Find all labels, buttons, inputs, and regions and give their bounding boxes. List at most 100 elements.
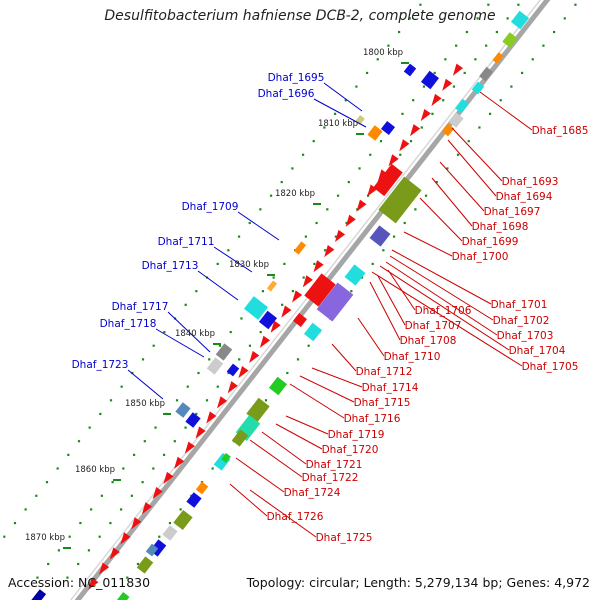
leader-line bbox=[451, 127, 503, 182]
leader-line bbox=[419, 197, 463, 242]
gc-dot bbox=[195, 412, 198, 416]
gene-arrow bbox=[131, 517, 142, 530]
gene-feature bbox=[173, 510, 193, 530]
gene-label-forward: Dhaf_1718 bbox=[100, 318, 157, 330]
gene-feature bbox=[502, 32, 518, 48]
gene-feature bbox=[292, 312, 308, 328]
gene-arrow bbox=[195, 426, 206, 439]
gc-dot bbox=[237, 235, 241, 238]
gc-dot bbox=[229, 331, 232, 334]
gc-dot bbox=[307, 344, 310, 347]
gene-arrow bbox=[249, 350, 260, 363]
gc-dot bbox=[120, 385, 123, 388]
gc-dot bbox=[531, 58, 534, 61]
gc-dot bbox=[552, 30, 556, 34]
leader-line bbox=[237, 211, 280, 241]
gc-dot bbox=[259, 331, 262, 334]
leader-line bbox=[447, 139, 497, 197]
gene-feature bbox=[479, 66, 493, 82]
gc-dot bbox=[227, 249, 230, 252]
gene-feature bbox=[206, 357, 224, 375]
gc-dot bbox=[291, 167, 294, 170]
gc-dot bbox=[163, 331, 166, 334]
gc-dot bbox=[136, 562, 140, 566]
gene-arrow bbox=[281, 305, 292, 318]
leader-line bbox=[289, 383, 345, 419]
gene-label-reverse: Dhaf_1701 bbox=[491, 299, 548, 311]
gene-label-reverse: Dhaf_1685 bbox=[532, 125, 589, 137]
gc-dot bbox=[158, 535, 161, 538]
gc-dot bbox=[56, 467, 59, 470]
leader-line bbox=[285, 415, 329, 435]
leader-line bbox=[299, 375, 355, 403]
gene-arrow bbox=[313, 260, 324, 273]
gc-dot bbox=[403, 221, 406, 225]
gene-label-reverse: Dhaf_1712 bbox=[356, 366, 413, 378]
leader-line bbox=[261, 431, 307, 465]
gene-arrow bbox=[216, 396, 228, 409]
gc-dot bbox=[315, 221, 318, 225]
gc-dot bbox=[452, 85, 456, 88]
gene-arrow bbox=[163, 471, 174, 484]
leader-line bbox=[313, 98, 367, 128]
gc-dot bbox=[444, 58, 447, 61]
gc-dot bbox=[420, 126, 423, 129]
gc-dot bbox=[397, 30, 401, 34]
leader-line bbox=[249, 439, 303, 478]
gene-label-reverse: Dhaf_1704 bbox=[509, 345, 566, 357]
leader-line bbox=[197, 270, 239, 301]
gene-arrow bbox=[377, 169, 388, 182]
gene-label-reverse: Dhaf_1719 bbox=[328, 429, 385, 441]
gc-dot bbox=[186, 385, 189, 388]
gc-dot bbox=[79, 521, 82, 525]
gene-feature bbox=[114, 592, 130, 604]
gc-dot bbox=[132, 453, 136, 456]
gc-dot bbox=[162, 453, 166, 456]
gene-arrow bbox=[420, 108, 431, 122]
gene-label-reverse: Dhaf_1700 bbox=[452, 251, 509, 263]
gene-label-forward: Dhaf_1711 bbox=[158, 236, 215, 248]
gc-dot bbox=[36, 576, 39, 579]
kbp-ticks: 1800 kbp 1810 kbp 1820 kbp 1830 kbp 1840 kbp… bbox=[25, 48, 409, 549]
gene-feature bbox=[378, 176, 422, 224]
gc-dot bbox=[184, 426, 187, 429]
gene-arrow bbox=[399, 139, 410, 152]
gc-dot bbox=[409, 140, 413, 143]
gene-feature bbox=[226, 363, 240, 377]
gc-dot bbox=[369, 153, 372, 156]
gene-arrow bbox=[292, 290, 303, 303]
gc-dot bbox=[323, 126, 326, 129]
gene-feature bbox=[403, 63, 417, 77]
gc-dot bbox=[304, 235, 307, 238]
gc-dot bbox=[205, 399, 209, 402]
gene-label-forward: Dhaf_1696 bbox=[258, 88, 315, 100]
gc-dot bbox=[510, 85, 513, 88]
leader-line bbox=[369, 281, 401, 341]
gc-dot bbox=[184, 303, 187, 306]
gene-arrow bbox=[356, 199, 367, 212]
gc-dot bbox=[360, 276, 364, 279]
gc-dot bbox=[111, 481, 114, 484]
gc-dot bbox=[208, 358, 211, 361]
gene-label-reverse: Dhaf_1724 bbox=[284, 487, 341, 499]
gc-dot bbox=[344, 99, 347, 102]
gc-dot bbox=[422, 85, 426, 88]
gc-dot bbox=[488, 112, 492, 115]
gc-dot bbox=[358, 167, 361, 170]
leader-line bbox=[377, 275, 406, 326]
gc-dot bbox=[563, 17, 566, 20]
gc-dot bbox=[387, 44, 390, 47]
gene-label-reverse: Dhaf_1705 bbox=[522, 361, 579, 373]
gc-dot bbox=[379, 140, 383, 143]
gc-dot bbox=[197, 371, 200, 375]
gc-dot bbox=[3, 535, 6, 538]
gene-feature bbox=[231, 429, 249, 447]
gc-dot bbox=[168, 521, 172, 525]
leader-line bbox=[389, 255, 494, 321]
gc-dot bbox=[130, 494, 133, 497]
gene-label-reverse: Dhaf_1694 bbox=[496, 191, 553, 203]
leader-line bbox=[331, 343, 357, 372]
gene-arrow bbox=[367, 184, 378, 197]
backbone-edge bbox=[66, 0, 542, 604]
gene-arrow bbox=[334, 229, 346, 243]
